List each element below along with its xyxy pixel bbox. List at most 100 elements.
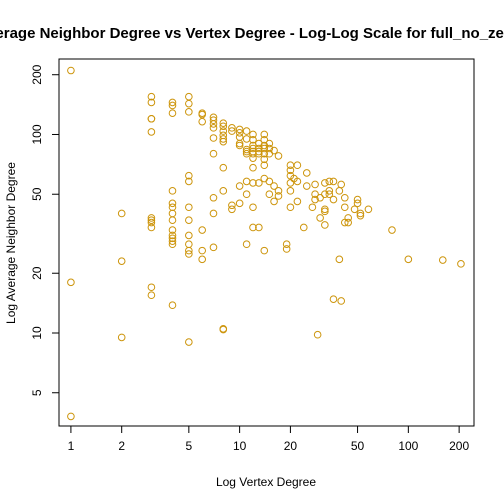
data-point	[353, 199, 362, 208]
data-point	[404, 255, 413, 264]
data-point	[313, 330, 322, 339]
y-tick-label: 5	[30, 389, 44, 396]
data-point	[147, 291, 156, 300]
data-point	[255, 149, 263, 158]
data-point	[228, 201, 236, 210]
data-point	[185, 92, 193, 101]
data-point	[147, 98, 156, 107]
data-point	[321, 221, 329, 229]
data-point	[302, 182, 311, 190]
data-point	[117, 209, 126, 218]
data-point	[265, 139, 274, 148]
data-point	[147, 114, 156, 123]
data-point	[282, 245, 291, 253]
data-point	[168, 209, 177, 218]
data-point	[321, 207, 329, 216]
data-point	[293, 161, 302, 170]
x-tick-label: 50	[351, 439, 365, 453]
data-point	[325, 177, 334, 186]
data-point	[235, 125, 244, 134]
y-tick-label: 20	[30, 266, 44, 280]
plot-frame	[58, 58, 475, 427]
data-point	[242, 240, 251, 249]
data-point	[209, 149, 218, 158]
data-point	[198, 226, 206, 234]
data-point	[255, 139, 263, 148]
data-point	[293, 197, 302, 206]
data-point	[168, 237, 177, 245]
data-point	[350, 205, 359, 214]
data-point	[209, 120, 218, 128]
y-tick-label: 50	[30, 187, 44, 201]
data-point	[329, 195, 338, 204]
data-point	[311, 190, 319, 199]
x-tick-label: 2	[118, 439, 125, 453]
data-point	[282, 240, 291, 249]
data-point	[364, 205, 373, 214]
data-point	[335, 187, 344, 195]
data-point	[260, 246, 269, 255]
data-point	[321, 205, 329, 214]
data-point	[337, 297, 346, 305]
data-point	[242, 177, 251, 186]
data-point	[219, 137, 228, 146]
data-point	[219, 163, 228, 172]
data-point	[235, 199, 244, 208]
x-axis-label: Log Vertex Degree	[216, 475, 316, 489]
data-point	[286, 187, 295, 195]
data-point	[147, 223, 156, 232]
data-point	[228, 127, 236, 135]
y-tick-label: 100	[30, 124, 44, 144]
data-point	[168, 98, 177, 107]
data-point	[337, 180, 346, 189]
data-point	[265, 190, 274, 199]
data-point	[168, 231, 177, 240]
data-point	[293, 177, 302, 186]
data-point	[185, 246, 193, 255]
x-tick-label: 200	[449, 439, 469, 453]
x-tick-label: 1	[68, 439, 75, 453]
data-point	[147, 92, 156, 101]
data-point	[388, 226, 396, 234]
data-point	[265, 177, 274, 186]
data-point	[209, 209, 218, 218]
data-point	[219, 187, 228, 195]
data-point	[260, 136, 269, 144]
data-point	[67, 66, 75, 75]
data-point	[242, 127, 251, 135]
data-point	[311, 180, 319, 189]
data-point	[168, 101, 177, 110]
data-point	[335, 255, 344, 264]
x-tick-label: 100	[398, 439, 418, 453]
data-point	[260, 155, 269, 164]
data-point	[185, 177, 193, 186]
data-point	[168, 187, 177, 195]
data-point	[117, 333, 126, 342]
data-point	[457, 260, 465, 268]
data-point	[286, 166, 295, 175]
data-point	[274, 192, 283, 200]
x-tick-label: 5	[185, 439, 192, 453]
data-point	[235, 139, 244, 148]
data-point	[185, 171, 193, 180]
data-point	[249, 179, 257, 187]
data-point	[117, 257, 126, 265]
data-point	[147, 283, 156, 292]
data-point	[260, 149, 269, 158]
chart-title: Average Neighbor Degree vs Vertex Degree…	[0, 25, 504, 42]
data-point	[185, 99, 193, 108]
data-point	[147, 214, 156, 222]
data-point	[168, 109, 177, 117]
data-point	[356, 211, 365, 220]
data-point	[255, 223, 263, 232]
data-point	[260, 161, 269, 170]
data-point	[270, 146, 278, 155]
data-point	[198, 255, 206, 264]
data-point	[228, 205, 236, 214]
data-point	[340, 203, 349, 212]
data-point	[185, 240, 193, 249]
data-point	[168, 203, 177, 212]
data-point	[147, 216, 156, 224]
data-point	[219, 119, 228, 127]
